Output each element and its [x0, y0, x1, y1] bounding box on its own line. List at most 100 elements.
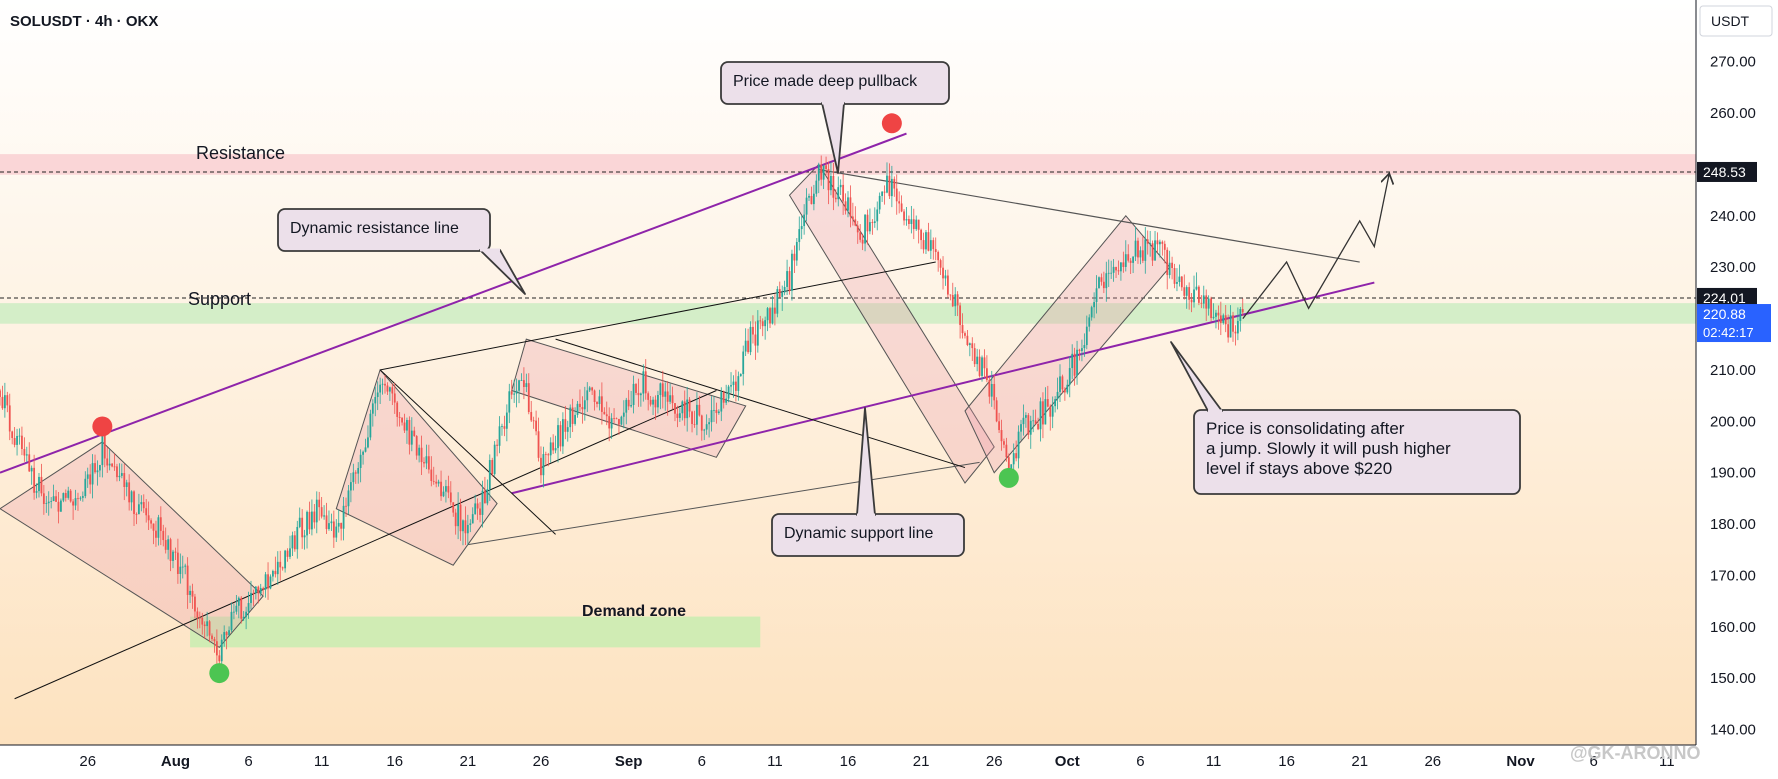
bear-channel-2	[335, 368, 498, 566]
candle	[30, 465, 33, 485]
candle	[1149, 230, 1152, 257]
candle	[717, 409, 720, 415]
y-tick-label: 190.00	[1710, 465, 1756, 482]
currency-button[interactable]	[1699, 5, 1773, 37]
y-tick-label: 170.00	[1710, 567, 1756, 584]
candle	[432, 466, 435, 485]
x-tick-label: 26	[79, 753, 96, 770]
candle	[1163, 240, 1166, 264]
candle	[206, 611, 209, 637]
candle	[42, 485, 45, 515]
candle	[189, 585, 191, 604]
y-tick-label: 180.00	[1710, 516, 1756, 533]
candle	[133, 490, 135, 526]
candle	[289, 535, 291, 560]
candle	[973, 343, 976, 367]
candle	[771, 296, 774, 325]
candle	[181, 555, 184, 579]
candle	[13, 427, 16, 448]
candle	[1012, 443, 1015, 470]
candle	[1098, 276, 1100, 289]
candle	[284, 549, 287, 573]
candle	[128, 474, 131, 511]
candle	[401, 417, 403, 426]
candle	[552, 434, 555, 455]
candle	[708, 418, 711, 438]
candle	[561, 412, 564, 454]
candle	[364, 438, 367, 453]
candle	[822, 164, 825, 190]
candle	[55, 490, 57, 502]
candle	[856, 220, 859, 244]
candle	[91, 454, 94, 499]
candle	[240, 596, 243, 624]
candle	[942, 256, 944, 290]
candle	[798, 216, 801, 251]
candle	[447, 475, 450, 499]
candle	[498, 416, 501, 454]
candle	[1049, 404, 1052, 431]
candle	[176, 538, 179, 584]
candle	[420, 435, 423, 475]
candle	[315, 491, 318, 534]
x-tick-label: 21	[460, 753, 477, 770]
candle	[162, 524, 165, 547]
candle	[1224, 305, 1227, 333]
candle	[476, 498, 479, 520]
candle	[513, 379, 516, 403]
candle	[488, 454, 491, 501]
candle	[67, 486, 70, 500]
candle	[369, 409, 372, 441]
candle	[912, 208, 915, 240]
candle	[269, 574, 272, 590]
candle	[598, 389, 601, 411]
candle	[922, 232, 925, 254]
candle	[481, 480, 484, 528]
candle	[593, 389, 596, 411]
callout-dynamic-resistance-text: Dynamic resistance line	[290, 220, 459, 237]
candle	[301, 509, 304, 549]
candle	[898, 191, 901, 214]
candle	[247, 591, 250, 619]
candle	[725, 384, 728, 406]
candle	[786, 259, 788, 296]
candle	[1110, 260, 1113, 279]
candle	[934, 237, 937, 261]
candle	[754, 321, 757, 360]
candle	[459, 498, 462, 541]
candle	[140, 495, 143, 512]
candle	[286, 548, 289, 562]
candle	[990, 370, 993, 407]
symbol-title: SOLUSDT · 4h · OKX	[10, 13, 158, 30]
candle	[1188, 282, 1191, 310]
candle	[1107, 259, 1110, 287]
candle	[359, 449, 362, 483]
candle	[710, 396, 713, 432]
candle	[505, 404, 508, 442]
candle	[245, 606, 248, 630]
candle	[908, 215, 910, 230]
candle	[696, 392, 698, 436]
candle	[466, 514, 469, 545]
candle	[113, 453, 116, 471]
candle	[1071, 344, 1074, 380]
candle	[881, 191, 884, 202]
candle	[3, 382, 6, 418]
candle	[274, 556, 277, 578]
candle	[1085, 315, 1088, 350]
candle	[23, 437, 26, 462]
candle	[469, 519, 472, 533]
candle	[64, 489, 67, 502]
candle	[644, 359, 647, 400]
candle	[610, 413, 613, 439]
demand-zone-label: Demand zone	[582, 603, 686, 620]
candle	[408, 416, 411, 455]
candle	[16, 428, 18, 456]
candle	[230, 602, 233, 632]
candle	[147, 501, 150, 530]
candle	[795, 238, 798, 266]
candle	[588, 386, 591, 393]
